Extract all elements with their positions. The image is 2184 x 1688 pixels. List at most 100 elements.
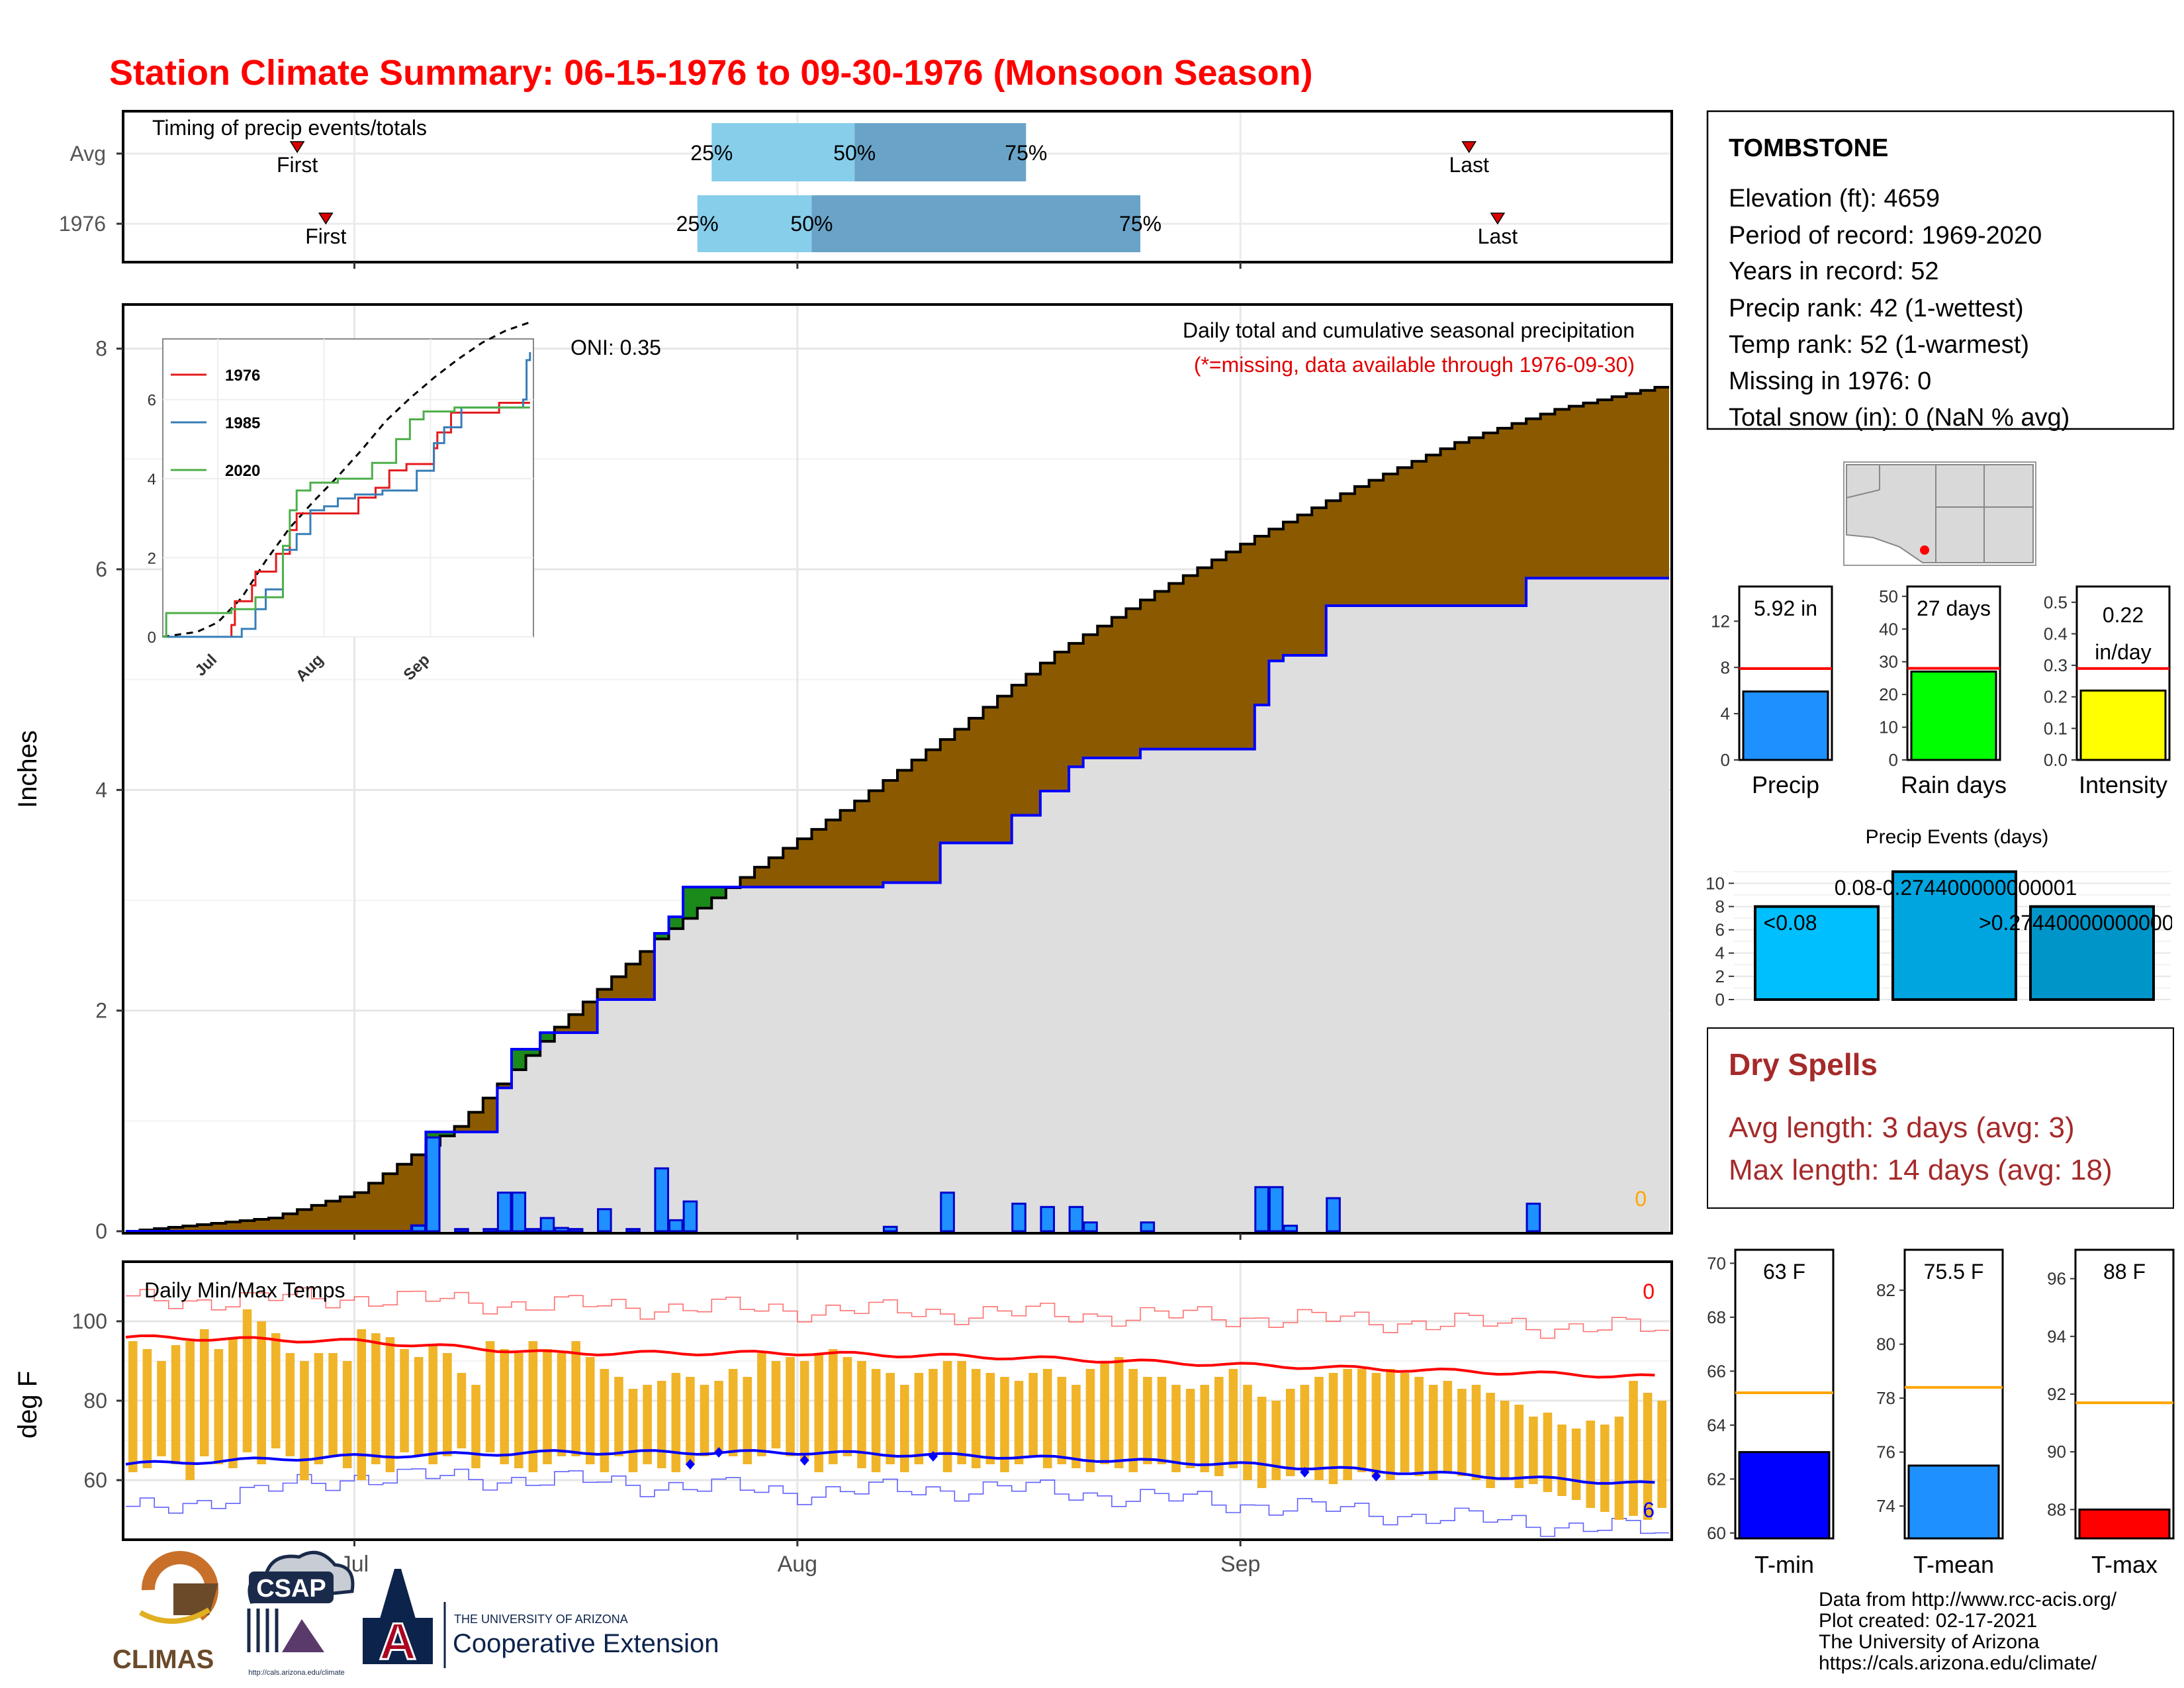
deficit-area <box>126 387 1669 1231</box>
temp-summary-y-tick-label: 64 <box>1707 1415 1726 1435</box>
locator-map <box>1843 461 2036 566</box>
daily-temp-range-bar <box>942 1361 952 1472</box>
daily-temp-range-bar <box>1200 1385 1210 1472</box>
events-y-tick-label: 0 <box>1715 990 1725 1009</box>
inset-series-1976-line <box>163 401 530 638</box>
temp-x-axis: Jul Aug Sep <box>340 1540 1261 1577</box>
daily-precip-bar <box>1283 1225 1298 1233</box>
ua-logo-big-text: Cooperative Extension <box>453 1629 719 1658</box>
daily-temp-range-bar <box>400 1349 409 1452</box>
timing-bar-q50-q75 <box>854 123 1026 181</box>
daily-temp-range-bar <box>757 1353 766 1456</box>
daily-temp-range-bar <box>1343 1369 1352 1480</box>
summary-bar-value-label: 5.92 in <box>1754 596 1817 620</box>
temp-x-tick-label: Sep <box>1220 1552 1261 1577</box>
timing-pct-label: 75% <box>1119 212 1161 236</box>
daily-temp-range-bar <box>342 1361 352 1468</box>
credits: Data from http://www.rcc-acis.org/ Plot … <box>1819 1589 2117 1674</box>
daily-temp-range-bar <box>1057 1377 1067 1464</box>
temp-series <box>125 1287 1669 1537</box>
daily-temp-range-bar <box>914 1373 924 1464</box>
daily-temp-range-bar <box>557 1353 567 1456</box>
surplus-area <box>654 933 669 939</box>
daily-precip-bar <box>496 1192 512 1233</box>
daily-temp-range-bar <box>1100 1361 1109 1464</box>
daily-temp-range-bar <box>771 1361 781 1448</box>
daily-temp-range-bar <box>1114 1357 1124 1468</box>
inset-legend-label: 1985 <box>225 414 260 432</box>
events-axis: 0 2 4 6 8 10 <box>1706 873 1734 1009</box>
daily-temp-range-bar <box>1314 1377 1324 1480</box>
daily-precip-bar <box>1040 1205 1056 1233</box>
daily-precip-bar <box>568 1228 584 1233</box>
timing-panel: 25% 50% 75% First Last 25% 50% 75% First Last Tim… <box>59 110 1673 269</box>
daily-precip-bar <box>554 1227 569 1233</box>
temp-summary-category-label: T-min <box>1754 1551 1814 1578</box>
daily-precip-bar <box>1525 1202 1541 1233</box>
temp-x-tick-label: Aug <box>778 1552 818 1577</box>
daily-precip-bar <box>668 1219 684 1233</box>
surplus-area <box>697 887 712 908</box>
precip-panel-note: (*=missing, data available through 1976-… <box>1194 353 1635 377</box>
precip-event-label-light: <0.08 <box>1764 911 1817 935</box>
daily-temp-range-bar <box>1543 1413 1553 1492</box>
summary-bar-category-label: Rain days <box>1901 771 2007 798</box>
daily-temp-range-bar <box>900 1385 909 1472</box>
daily-temp-range-bar <box>1586 1421 1596 1508</box>
station-elevation: Elevation (ft): 4659 <box>1729 185 1940 212</box>
surplus-area <box>525 1049 541 1056</box>
inset-legend-label: 1976 <box>225 367 260 385</box>
temp-summary-value-bar <box>1738 1451 1831 1540</box>
oni-value: ONI: 0.35 <box>570 336 661 359</box>
daily-temp-range-bar <box>157 1361 166 1456</box>
daily-temp-range-bar <box>171 1345 181 1464</box>
temp-summary-y-tick-label: 82 <box>1876 1280 1895 1300</box>
timing-title: Timing of precip events/totals <box>152 116 427 140</box>
daily-temp-range-bar <box>1629 1381 1638 1516</box>
temp-summary-value-label: 63 F <box>1763 1260 1805 1284</box>
precip-y-tick-label: 8 <box>95 337 107 361</box>
daily-temp-range-bar <box>643 1385 652 1464</box>
precip-event-bar <box>1754 905 1880 1002</box>
daily-temp-range-bar <box>1486 1393 1495 1488</box>
temp-summary-y-tick-label: 92 <box>2047 1384 2066 1404</box>
daily-temp-range-bar <box>1171 1385 1181 1472</box>
daily-temp-range-bar <box>300 1361 309 1480</box>
daily-temp-range-bar <box>471 1385 480 1468</box>
record-low-marker <box>714 1447 724 1458</box>
daily-precip-bar <box>682 1200 698 1233</box>
daily-temp-range-bar <box>886 1373 895 1464</box>
precip-y-label: Inches <box>13 730 42 808</box>
first-event-marker <box>318 212 334 225</box>
precip-y-tick-label: 6 <box>95 557 107 581</box>
record-low-marker <box>1300 1467 1310 1477</box>
daily-temp-range-bar <box>1386 1369 1395 1480</box>
daily-temp-range-bar <box>500 1349 509 1464</box>
daily-temp-range-bar <box>985 1373 995 1464</box>
daily-temp-range-bar <box>1571 1429 1581 1500</box>
daily-temp-range-bar <box>1271 1401 1281 1480</box>
precip-panel-title: Daily total and cumulative seasonal prec… <box>1183 318 1635 342</box>
record-low-marker <box>799 1455 809 1466</box>
daily-temp-range-bar <box>443 1353 452 1456</box>
daily-temp-range-bar <box>357 1329 367 1480</box>
precip-panel: 0 2 4 6 8 Inches Daily total and cumulative … <box>13 303 1673 1243</box>
record-low-marker <box>685 1459 695 1470</box>
daily-temp-range-bar <box>671 1373 681 1472</box>
summary-bar-value-label: 27 days <box>1917 596 1991 620</box>
daily-temp-range-bar <box>528 1341 538 1472</box>
daily-temp-range-bar <box>457 1373 467 1448</box>
daily-temp-range-bar <box>1228 1369 1238 1468</box>
daily-precip-bar <box>1011 1202 1026 1233</box>
daily-precip-bar <box>1326 1197 1341 1233</box>
precip-y-tick-label: 4 <box>95 778 107 802</box>
daily-temp-range-bar <box>728 1369 738 1456</box>
daily-temp-range-bar <box>199 1329 209 1456</box>
timing-bars: 25% 50% 75% First Last 25% 50% 75% First Last <box>277 123 1518 252</box>
daily-temp-range-bar <box>1371 1373 1381 1476</box>
dry-spells-box: Dry Spells Avg length: 3 days (avg: 3) M… <box>1707 1027 2174 1209</box>
daily-temp-range-bar <box>1042 1369 1052 1468</box>
summary-bar-y-tick-label: 0 <box>1721 750 1730 770</box>
temp-summary-value-bar <box>2078 1508 2171 1540</box>
daily-temp-range-bar <box>585 1357 595 1464</box>
